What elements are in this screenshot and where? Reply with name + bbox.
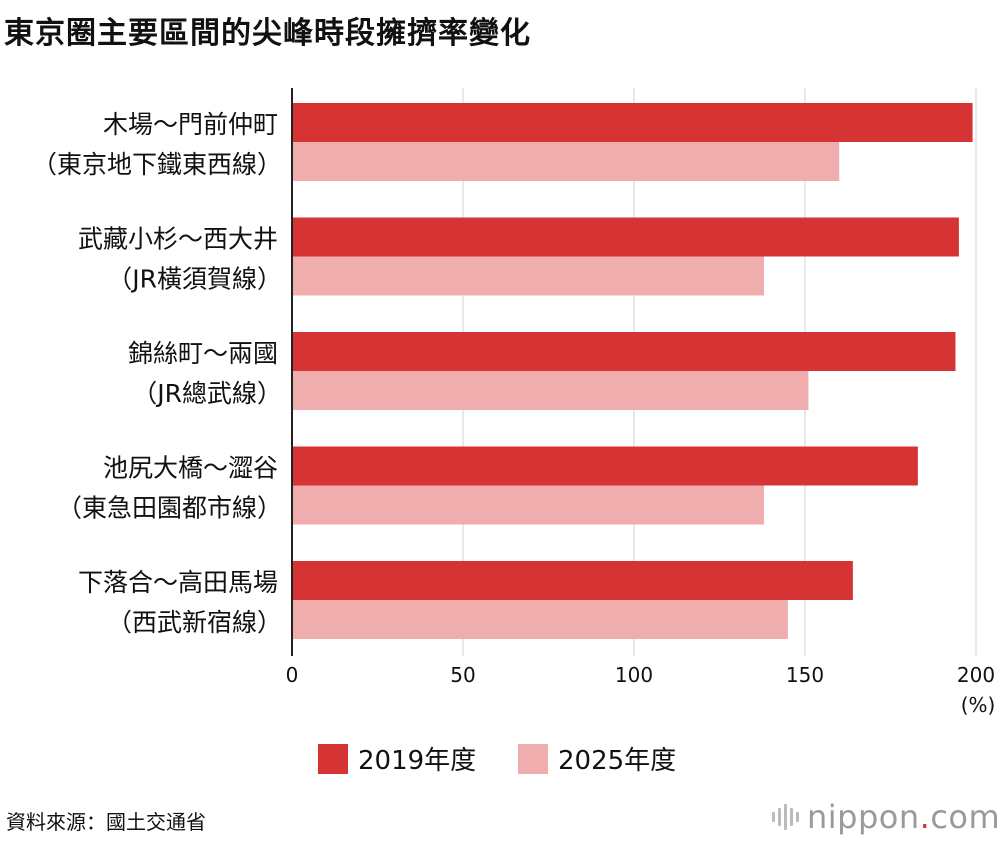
category-label: 木場～門前仲町 <box>103 110 278 139</box>
bar-2025 <box>292 142 840 181</box>
legend-label: 2019年度 <box>358 746 476 776</box>
category-sublabel: （東京地下鐵東西線） <box>32 150 282 179</box>
nippon-logo-icon <box>772 804 799 830</box>
category-sublabel: （JR總武線） <box>132 379 282 408</box>
source-note: 資料來源：國土交通省 <box>6 810 206 834</box>
legend-label: 2025年度 <box>558 746 676 776</box>
category-label: 池尻大橋～澀谷 <box>103 454 278 483</box>
legend-swatch <box>518 744 548 774</box>
x-tick-label: 150 <box>786 663 824 687</box>
bar-2019 <box>292 103 973 142</box>
bar-2019 <box>292 561 853 600</box>
bar-2019 <box>292 217 959 257</box>
category-sublabel: （JR橫須賀線） <box>107 265 282 294</box>
category-label: 武藏小杉～西大井 <box>78 225 278 254</box>
bar-2025 <box>292 371 809 410</box>
category-sublabel: （東急田園都市線） <box>57 494 282 523</box>
bar-2025 <box>292 256 764 296</box>
bar-2025 <box>292 600 788 639</box>
category-label: 下落合～高田馬場 <box>78 568 278 597</box>
x-axis-unit: (%) <box>961 693 996 717</box>
bar-2019 <box>292 446 918 486</box>
brand-name: nippon.com <box>807 798 1000 836</box>
brand-logo: nippon.com <box>772 798 1000 836</box>
category-sublabel: （西武新宿線） <box>107 608 282 637</box>
bar-chart: 0 50 100 150 200 (%) 木場～門前仲町 （東京地下鐵東西線） 武藏小杉～西大井… <box>32 88 996 776</box>
chart-title: 東京圈主要區間的尖峰時段擁擠率變化 <box>4 16 531 51</box>
bar-2019 <box>292 332 956 371</box>
bar-2025 <box>292 485 764 525</box>
x-tick-label: 0 <box>286 663 299 687</box>
x-tick-label: 200 <box>957 663 995 687</box>
x-tick-label: 50 <box>450 663 475 687</box>
category-label: 錦絲町～兩國 <box>128 339 278 368</box>
x-tick-label: 100 <box>615 663 653 687</box>
legend-swatch <box>318 744 348 774</box>
